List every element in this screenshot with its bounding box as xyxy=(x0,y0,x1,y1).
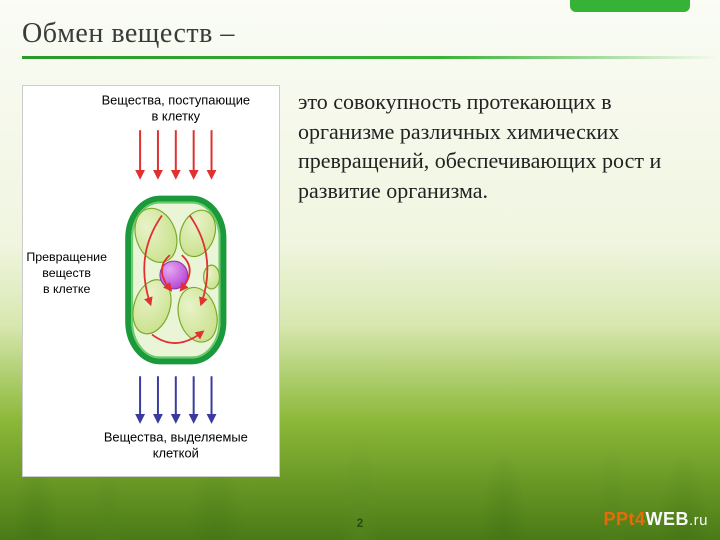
diagram-label-top-2: в клетку xyxy=(152,108,201,123)
body-text: это совокупность протекающих в организме… xyxy=(298,85,690,477)
diagram-label-bottom-2: клеткой xyxy=(153,446,199,461)
diagram-label-side-3: в клетке xyxy=(43,282,91,296)
site-logo: PPt4WEB.ru xyxy=(603,509,708,530)
arrows-in-group xyxy=(140,130,211,176)
diagram-label-side-2: веществ xyxy=(42,266,91,280)
content-row: Вещества, поступающие в клетку Превращен… xyxy=(0,67,720,477)
arrows-out-group xyxy=(140,376,211,420)
diagram-label-bottom-1: Вещества, выделяемые xyxy=(104,430,248,445)
diagram-label-top-1: Вещества, поступающие xyxy=(102,92,250,107)
logo-part-1: PPt4 xyxy=(603,509,645,529)
cell-group xyxy=(126,199,223,362)
cell-diagram-svg: Вещества, поступающие в клетку Превращен… xyxy=(23,86,279,476)
title-tab-accent xyxy=(570,0,690,12)
title-bar: Обмен веществ – xyxy=(0,0,720,67)
title-underline xyxy=(22,56,720,59)
logo-part-2: WEB xyxy=(645,509,689,529)
logo-part-3: .ru xyxy=(689,512,708,529)
slide-title: Обмен веществ – xyxy=(22,18,720,50)
diagram-label-side-1: Превращение xyxy=(26,250,107,264)
cell-diagram: Вещества, поступающие в клетку Превращен… xyxy=(22,85,280,477)
